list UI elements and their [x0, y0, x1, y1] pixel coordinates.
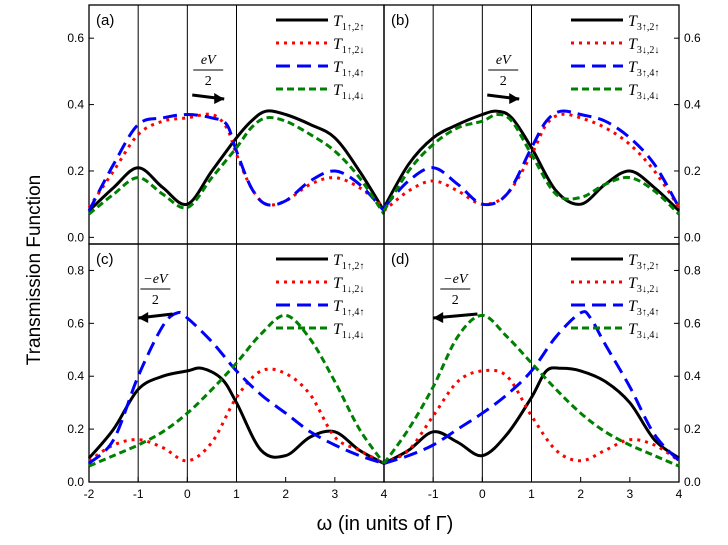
y-tick-label: 0.0: [67, 230, 84, 244]
x-tick-label: 1: [528, 487, 535, 501]
panel-label: (d): [391, 251, 409, 268]
series-line: [383, 112, 681, 212]
legend-label: T3↓,2↓: [628, 275, 659, 295]
x-tick-label: -1: [133, 487, 144, 501]
legend-label: T3↑,2↑: [628, 252, 659, 272]
x-tick-label: 3: [331, 487, 338, 501]
y-tick-label: 0.6: [684, 316, 701, 330]
series-line: [88, 116, 386, 216]
y-tick-label: 0.4: [684, 369, 701, 383]
legend-label: T1↑,4↑: [333, 59, 364, 79]
arrow-head: [138, 312, 149, 323]
x-tick-label: 0: [184, 487, 191, 501]
arrow-label-denominator: 2: [500, 74, 507, 89]
y-tick-label: 0.6: [684, 31, 701, 45]
x-tick-label: 3: [626, 487, 633, 501]
x-tick-label: 4: [381, 487, 388, 501]
panel-a: 0.0 0.2 0.4 0.6 (a) T1↑,2↑ T1↑,2↓ T1↑,4↑ T1↓,4↓ e…: [67, 4, 386, 245]
legend-label: T3↓,4↓: [628, 321, 659, 341]
x-tick-label: 0: [479, 487, 486, 501]
legend-label: T3↑,2↑: [628, 13, 659, 33]
series-line: [382, 109, 681, 209]
legend-label: T1↑,4↑: [333, 298, 364, 318]
y-tick-label: 0.4: [684, 98, 701, 112]
x-tick-label: 2: [577, 487, 584, 501]
y-tick-label: 0.2: [67, 164, 84, 178]
series-line: [88, 313, 386, 468]
x-tick-label: -1: [428, 487, 439, 501]
y-tick-label: 0.2: [684, 164, 701, 178]
legend-label: T1↑,2↓: [333, 36, 364, 56]
panel-label: (a): [96, 12, 114, 29]
y-tick-label: 0.2: [67, 422, 84, 436]
arrow-head: [214, 93, 225, 104]
legend-label: T3↑,4↑: [628, 298, 659, 318]
y-tick-label: 0.0: [67, 475, 84, 489]
arrow-label-denominator: 2: [452, 293, 459, 308]
y-tick-label: 0.4: [67, 98, 84, 112]
arrow-head: [433, 312, 444, 323]
y-tick-label: 0.0: [684, 230, 701, 244]
legend-label: T1↑,2↑: [333, 252, 364, 272]
panel-label: (b): [391, 12, 409, 29]
panel-label: (c): [96, 251, 114, 268]
series-line: [382, 113, 681, 216]
arrow-label-numerator: eV: [201, 53, 217, 68]
y-tick-label: 0.6: [67, 316, 84, 330]
series-line: [383, 310, 681, 465]
series-line: [383, 366, 680, 465]
arrow-head: [509, 93, 520, 104]
panel-d: 0.0 0.2 0.4 0.6 0.8 -1 0 1 2 3 4 (d) T3↑,2↑ T3↓,2↓ T3↑…: [382, 243, 701, 501]
arrow-label-denominator: 2: [205, 74, 212, 89]
arrow-label-numerator: −eV: [143, 272, 169, 287]
legend-label: T1↑,2↑: [333, 13, 364, 33]
series-line: [382, 313, 680, 468]
series-line: [87, 109, 386, 212]
y-tick-label: 0.4: [67, 369, 84, 383]
series-line: [87, 310, 385, 465]
legend-label: T1↓,2↓: [333, 275, 364, 295]
arrow-label-numerator: eV: [496, 53, 512, 68]
x-axis-label: ω (in units of Γ): [317, 513, 454, 535]
series-line: [87, 366, 385, 465]
y-tick-label: 0.0: [684, 475, 701, 489]
x-tick-label: 4: [676, 487, 683, 501]
legend-label: T3↓,2↓: [628, 36, 659, 56]
series-line: [87, 113, 386, 212]
legend-label: T3↓,4↓: [628, 82, 659, 102]
x-tick-label: -2: [84, 487, 95, 501]
panel-b: 0.0 0.2 0.4 0.6 (b) T3↑,2↑ T3↓,2↓ T3↑,4↑ T3↓,4↓ e…: [382, 4, 701, 245]
series-line: [383, 368, 680, 465]
x-tick-label: 2: [282, 487, 289, 501]
legend-label: T3↑,4↑: [628, 59, 659, 79]
y-tick-label: 0.6: [67, 31, 84, 45]
series-line: [87, 112, 385, 209]
panel-c: 0.0 0.2 0.4 0.6 0.8 -2 -1 0 1 2 3 4 (c) T1↑,2↑ T1↓,2↓ T…: [67, 243, 388, 501]
arrow-label-numerator: −eV: [443, 272, 469, 287]
y-tick-label: 0.2: [684, 422, 701, 436]
y-tick-label: 0.8: [684, 263, 701, 277]
y-tick-label: 0.8: [67, 263, 84, 277]
legend-label: T1↓,4↓: [333, 82, 364, 102]
y-axis-label: Transmission Function: [24, 175, 45, 365]
legend-label: T1↓,4↓: [333, 321, 364, 341]
arrow-label-denominator: 2: [152, 293, 159, 308]
x-tick-label: 1: [233, 487, 240, 501]
series-line: [382, 109, 681, 212]
